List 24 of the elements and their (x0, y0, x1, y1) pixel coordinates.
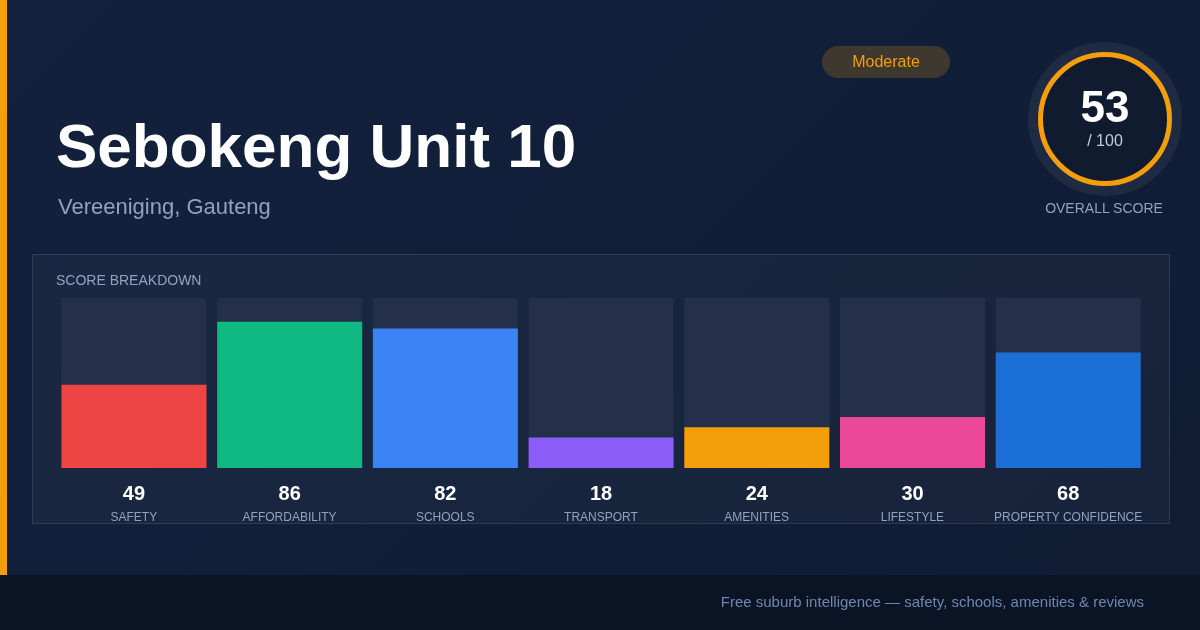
data-label: 24 (745, 482, 769, 504)
data-label: 30 (901, 482, 924, 504)
chart-subtitle: Vereeniging, Gauteng (58, 194, 271, 220)
data-label: 82 (434, 482, 457, 504)
x-tick-label: SAFETY (110, 510, 158, 524)
x-tick-label: LIFESTYLE (880, 510, 945, 524)
x-tick-label: AFFORDABILITY (242, 510, 337, 524)
data-label: 86 (278, 482, 301, 504)
text: OVERALL SCORE (1044, 200, 1164, 216)
data-label: 68 (1057, 482, 1080, 504)
text: Moderate (822, 46, 950, 78)
text: Free suburb intelligence — safety, schools, amenities & reviews (720, 593, 1144, 610)
text: 53 (1079, 82, 1131, 132)
chart-title: Sebokeng Unit 10 (56, 110, 577, 181)
data-label: 49 (122, 482, 146, 504)
x-tick-label: PROPERTY CONFIDENCE (994, 510, 1143, 524)
text: SCORE BREAKDOWN (56, 272, 202, 288)
text: / 100 (1086, 132, 1124, 150)
x-tick-label: TRANSPORT (564, 510, 639, 524)
bar (528, 437, 674, 468)
x-tick-label: AMENITIES (724, 510, 790, 524)
x-tick-label: SCHOOLS (415, 510, 475, 524)
data-label: 18 (589, 482, 613, 504)
bar (684, 427, 830, 468)
